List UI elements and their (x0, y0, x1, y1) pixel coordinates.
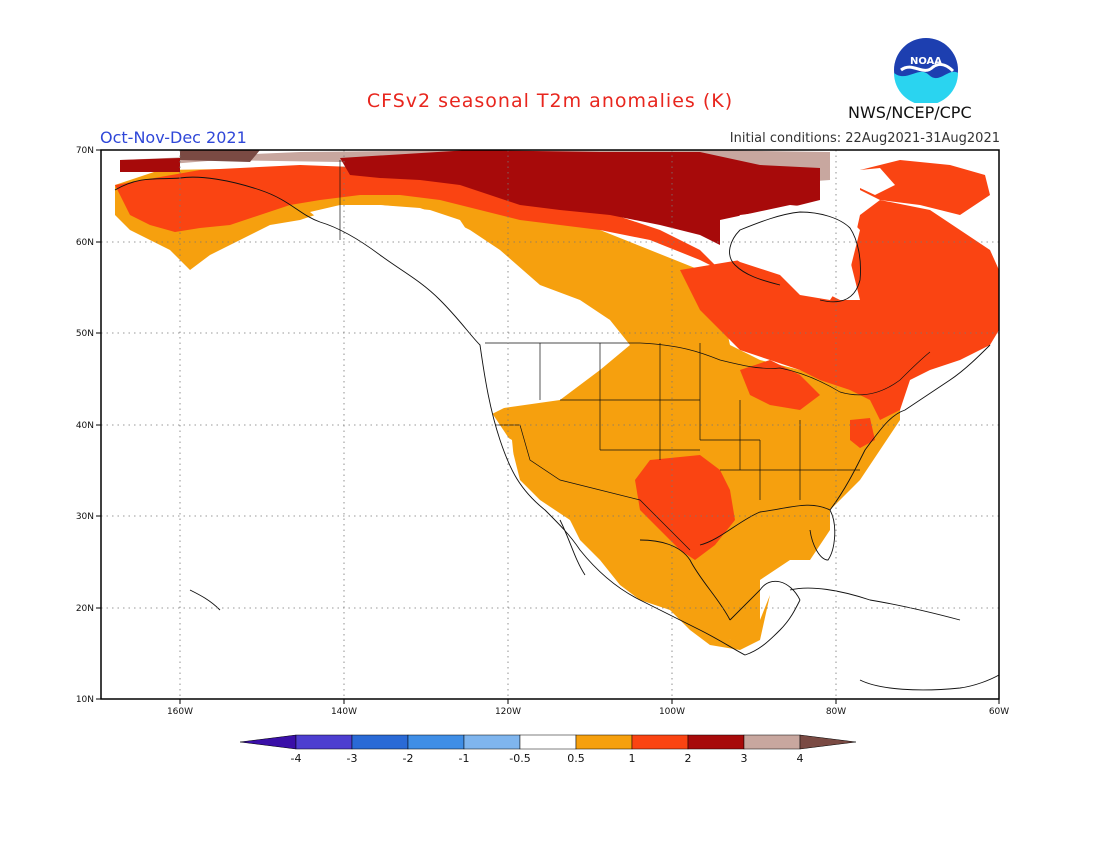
lon-tick-label: 80W (826, 707, 846, 717)
lon-tick-label: 140W (331, 707, 357, 717)
colorbar-segment (743, 734, 801, 750)
colorbar-label: 2 (685, 752, 692, 765)
ticks (96, 149, 1000, 704)
lat-tick-label: 70N (76, 146, 94, 156)
colorbar: -4 -3 -2 -1 -0.5 0.5 1 2 3 4 (239, 734, 857, 765)
anomaly-field (115, 150, 999, 650)
lat-tick-labels: 10N 20N 30N 40N 50N 60N 70N (76, 146, 94, 705)
coastlines (114, 176, 999, 691)
noaa-logo: NOAA (894, 38, 958, 103)
colorbar-segment (463, 734, 521, 750)
colorbar-label: -4 (291, 752, 302, 765)
agency-label: NWS/NCEP/CPC (848, 103, 972, 122)
colorbar-label: 1 (629, 752, 636, 765)
colorbar-segment (295, 734, 353, 750)
lat-tick-label: 40N (76, 421, 94, 431)
lat-tick-label: 20N (76, 604, 94, 614)
colorbar-arrow-high (799, 734, 857, 750)
colorbar-label: 0.5 (567, 752, 585, 765)
colorbar-segment (631, 734, 689, 750)
colorbar-label: -0.5 (509, 752, 530, 765)
colorbar-label: -1 (459, 752, 470, 765)
colorbar-segment (519, 734, 577, 750)
colorbar-arrow-low (239, 734, 297, 750)
colorbar-segment (407, 734, 465, 750)
colorbar-label: 4 (797, 752, 804, 765)
lat-tick-label: 60N (76, 238, 94, 248)
lat-tick-label: 30N (76, 512, 94, 522)
logo-text: NOAA (910, 56, 942, 67)
lon-tick-label: 120W (495, 707, 521, 717)
lon-tick-label: 60W (989, 707, 1009, 717)
chart-title: CFSv2 seasonal T2m anomalies (K) (366, 90, 734, 112)
colorbar-label: -2 (403, 752, 414, 765)
colorbar-label: 3 (741, 752, 748, 765)
gridlines (101, 150, 999, 699)
colorbar-segment (687, 734, 745, 750)
colorbar-segment (351, 734, 409, 750)
lon-tick-labels: 160W 140W 120W 100W 80W 60W (167, 707, 1009, 717)
lat-tick-label: 50N (76, 329, 94, 339)
colorbar-segment (575, 734, 633, 750)
lon-tick-label: 160W (167, 707, 193, 717)
lon-tick-label: 100W (659, 707, 685, 717)
initial-conditions: Initial conditions: 22Aug2021-31Aug2021 (729, 131, 1000, 146)
lat-tick-label: 10N (76, 695, 94, 705)
borders (339, 160, 931, 551)
forecast-period: Oct-Nov-Dec 2021 (100, 128, 247, 147)
colorbar-label: -3 (347, 752, 358, 765)
